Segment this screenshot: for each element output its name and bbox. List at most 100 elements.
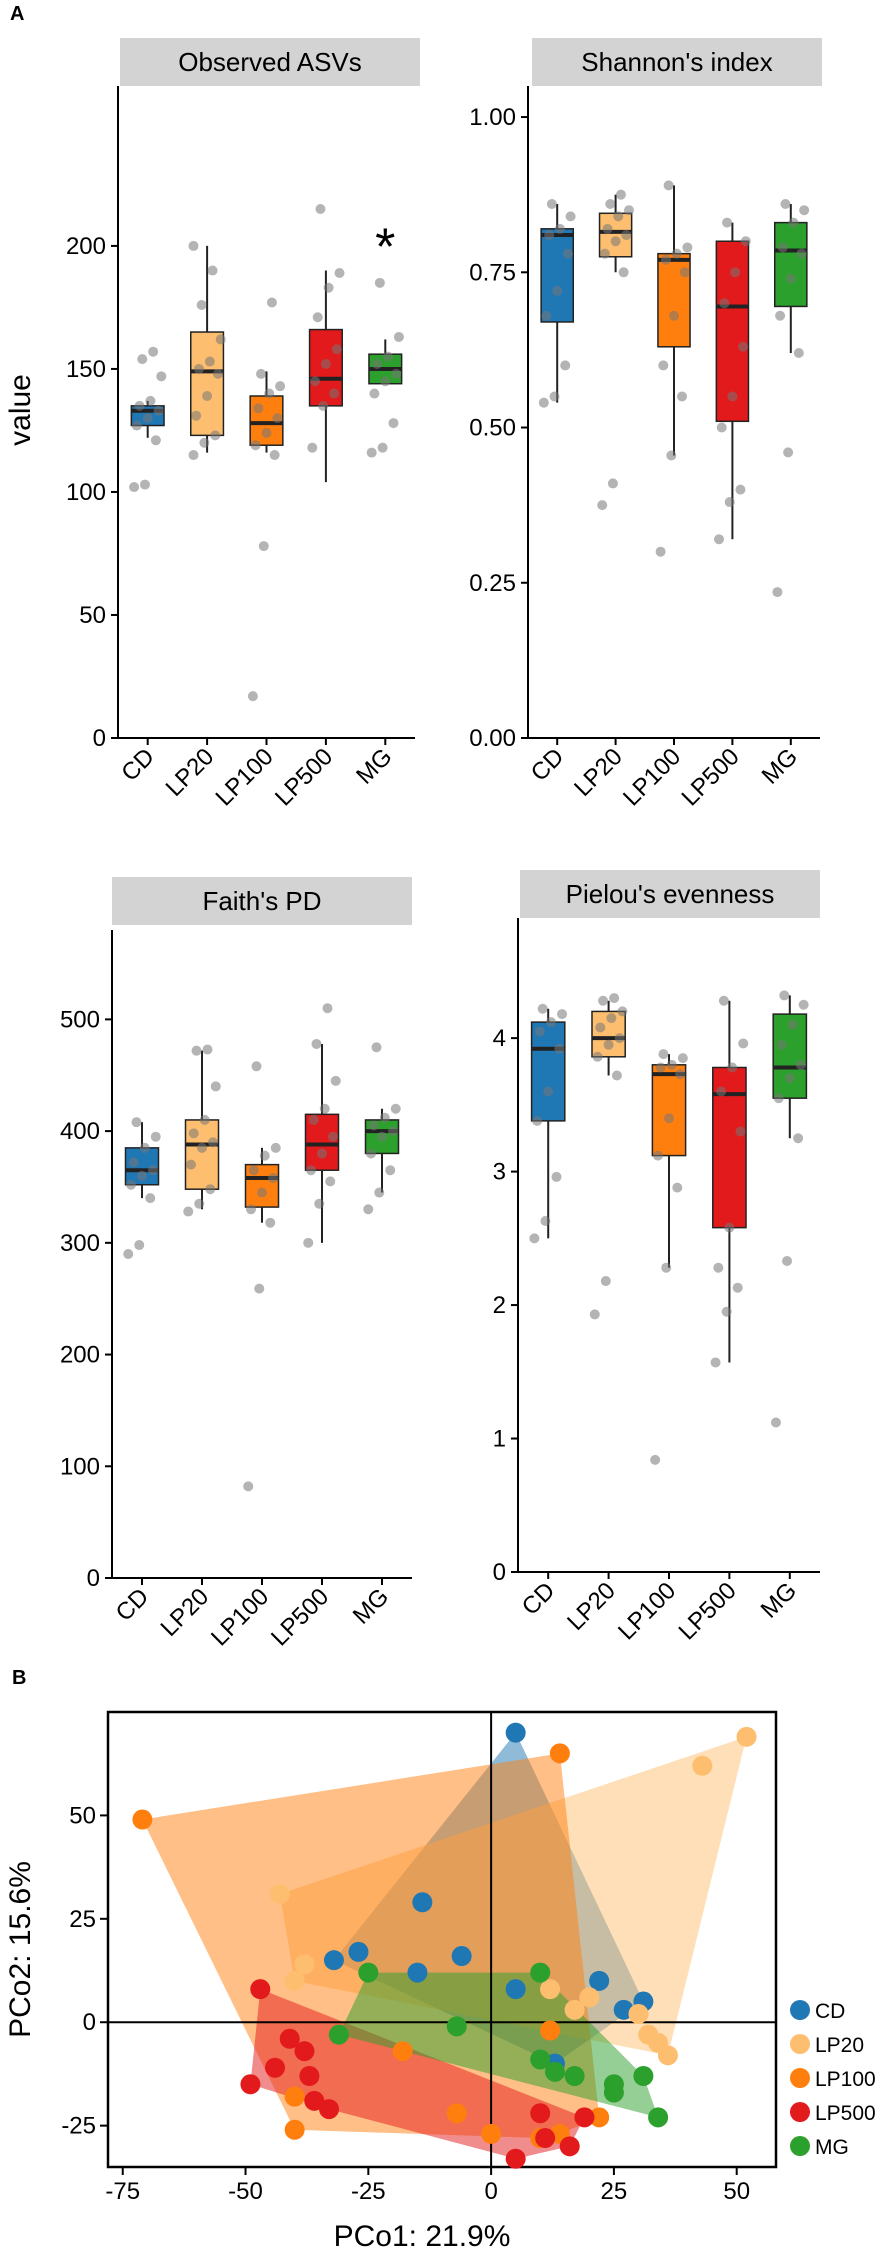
- box-iqr-cd: [540, 228, 575, 323]
- data-point-lp500: [317, 1148, 327, 1159]
- point-mg: [544, 2061, 565, 2082]
- data-point-lp500: [306, 1165, 316, 1176]
- point-lp500: [535, 2128, 556, 2149]
- data-point-mg: [784, 1073, 795, 1084]
- x-tick-label: CD: [116, 743, 160, 787]
- panel-title: Faith's PD: [202, 886, 321, 916]
- y-tick-label: 0.25: [469, 570, 516, 597]
- y-tick-label: 200: [60, 1342, 100, 1369]
- data-point-lp100: [259, 1150, 270, 1161]
- point-mg: [530, 1962, 551, 1983]
- data-point-cd: [123, 1249, 134, 1259]
- pcoa-legend: CD LP20 LP100 LP500 MG: [790, 2000, 876, 2159]
- data-point-mg: [371, 1042, 382, 1053]
- panel-a-label: A: [10, 3, 24, 25]
- data-point-lp20: [618, 267, 629, 278]
- data-point-mg: [772, 587, 783, 598]
- data-point-lp20: [188, 240, 199, 251]
- data-point-lp500: [721, 1306, 732, 1317]
- data-point-lp100: [251, 1061, 262, 1072]
- y-tick-label: 50: [79, 602, 106, 629]
- data-point-lp500: [724, 497, 735, 508]
- x-tick-label: LP100: [206, 1583, 274, 1651]
- data-point-lp20: [196, 299, 207, 310]
- data-point-lp20: [610, 236, 621, 247]
- data-point-lp500: [331, 344, 342, 355]
- data-point-lp100: [666, 1059, 677, 1070]
- data-point-cd: [560, 360, 571, 371]
- data-point-lp20: [205, 1184, 216, 1195]
- data-point-mg: [385, 1165, 396, 1176]
- data-point-lp20: [611, 1070, 622, 1081]
- point-lp100: [549, 1743, 570, 1764]
- data-point-lp20: [598, 995, 609, 1006]
- data-point-lp100: [677, 391, 688, 402]
- data-point-cd: [126, 1179, 136, 1190]
- point-lp500: [530, 2103, 551, 2124]
- x-tick-label: LP20: [156, 1583, 215, 1642]
- box-iqr-lp100: [651, 1064, 687, 1157]
- data-point-lp100: [660, 254, 671, 265]
- data-point-lp100: [677, 1053, 688, 1064]
- data-point-lp100: [661, 1262, 672, 1273]
- data-point-lp500: [325, 1176, 336, 1187]
- data-point-lp20: [193, 363, 204, 374]
- data-point-mg: [377, 442, 388, 453]
- data-point-cd: [540, 1215, 551, 1226]
- data-point-lp100: [663, 180, 674, 191]
- y-tick-label: 3: [493, 1159, 506, 1186]
- data-point-cd: [150, 1131, 161, 1142]
- panel-b-label: B: [12, 1667, 26, 1689]
- data-point-cd: [139, 479, 150, 490]
- point-lp20: [284, 1970, 305, 1991]
- x-tick-label: LP500: [673, 1577, 741, 1645]
- x-tick-label: -75: [105, 2178, 140, 2205]
- data-point-mg: [777, 242, 788, 253]
- data-point-lp500: [319, 1103, 330, 1114]
- point-mg: [648, 2107, 669, 2128]
- data-point-lp20: [199, 1114, 210, 1125]
- faiths-pd-panel: Faith's PD 0 100 200 300 400 500 CD LP20LP100LP5…: [60, 877, 412, 1651]
- data-point-lp20: [599, 248, 610, 259]
- data-point-lp20: [186, 1159, 196, 1170]
- data-point-lp20: [607, 478, 618, 489]
- data-point-lp100: [266, 297, 277, 308]
- data-point-cd: [532, 1115, 543, 1126]
- data-point-lp20: [613, 211, 624, 222]
- data-point-lp20: [210, 430, 221, 441]
- x-tick-label: -50: [228, 2178, 263, 2205]
- data-point-lp20: [202, 391, 213, 402]
- data-point-lp100: [650, 1454, 661, 1465]
- data-point-lp100: [248, 1165, 259, 1176]
- data-point-lp500: [307, 442, 318, 453]
- data-point-mg: [780, 198, 791, 209]
- data-point-lp100: [264, 388, 275, 399]
- point-mg: [328, 2024, 349, 2045]
- data-point-cd: [549, 391, 560, 402]
- x-tick-label: 0: [484, 2178, 497, 2205]
- data-point-lp20: [207, 265, 218, 276]
- data-point-mg: [366, 1148, 376, 1159]
- point-cd: [348, 1941, 369, 1962]
- data-point-lp100: [664, 1113, 674, 1124]
- data-point-mg: [388, 1126, 398, 1137]
- x-tick-label: CD: [517, 1577, 561, 1621]
- legend-label-lp500: LP500: [815, 2102, 876, 2125]
- data-point-lp100: [261, 427, 272, 438]
- data-point-mg: [372, 359, 383, 370]
- point-lp500: [279, 2028, 300, 2049]
- data-point-lp100: [258, 541, 269, 552]
- data-point-mg: [788, 217, 799, 228]
- data-point-mg: [775, 310, 786, 321]
- data-point-cd: [551, 1171, 562, 1182]
- data-point-lp100: [269, 450, 280, 461]
- data-point-cd: [554, 223, 565, 234]
- y-tick-label: 0.50: [469, 415, 516, 442]
- data-point-cd: [134, 400, 145, 411]
- data-point-mg: [785, 273, 796, 284]
- x-tick-label: MG: [348, 1583, 394, 1629]
- data-point-mg: [391, 368, 402, 379]
- data-point-lp100: [268, 1173, 278, 1184]
